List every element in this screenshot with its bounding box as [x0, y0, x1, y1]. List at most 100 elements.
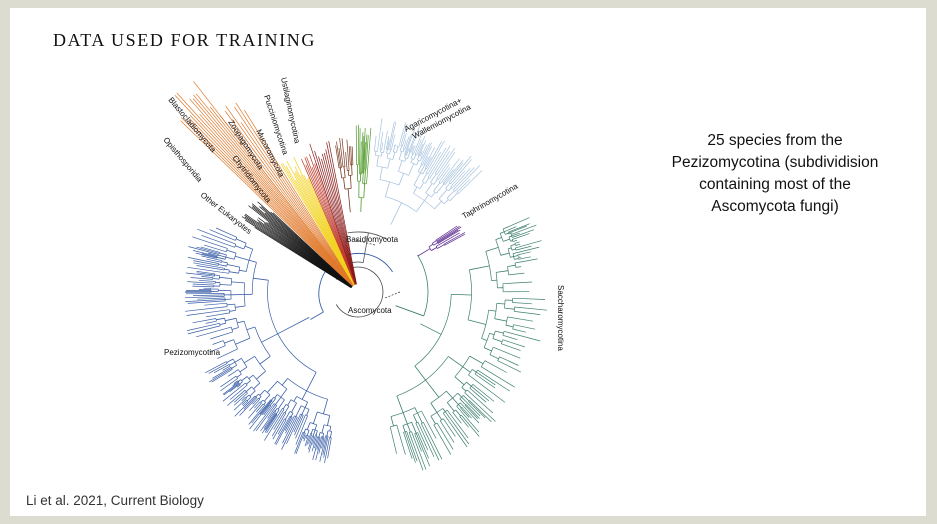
tree-branch [246, 380, 251, 385]
tree-leaf [335, 145, 340, 169]
tree-leaf [436, 422, 454, 450]
tree-arc [500, 339, 504, 344]
tree-leaf [229, 383, 241, 393]
label-basidiomycota: Basidiomycota [346, 235, 399, 244]
tree-leaf [338, 148, 342, 168]
tree-branch [396, 146, 399, 153]
tree-branch [505, 232, 509, 235]
tree-branch [422, 168, 427, 175]
tree-leaf [302, 433, 306, 440]
tree-branch [226, 249, 237, 254]
tree-leaf [285, 166, 355, 286]
tree-leaf [197, 297, 226, 300]
tree-leaf [362, 127, 366, 174]
tree-branch [420, 165, 425, 173]
tree-leaf [314, 163, 356, 285]
tree-arc [436, 178, 439, 180]
tree-branch [343, 166, 346, 178]
tree-arc [241, 358, 248, 368]
tree-leaf [469, 387, 487, 403]
tree-leaf [187, 281, 216, 284]
tree-leaf [187, 300, 226, 304]
tree-branch [495, 237, 502, 240]
tree-leaf [294, 166, 355, 286]
tree-leaf [414, 433, 422, 452]
tree-leaf [187, 257, 219, 264]
tree-leaf [326, 142, 357, 285]
tree-leaf [448, 155, 472, 183]
tree-leaf [295, 415, 308, 445]
tree-branch [404, 158, 407, 162]
tree-branch [261, 333, 278, 343]
tree-leaf [227, 389, 246, 406]
tree-leaf [309, 154, 356, 285]
tree-arc [512, 324, 515, 330]
tree-leaf [406, 431, 418, 462]
tree-branch [469, 355, 484, 365]
tree-branch [406, 423, 411, 433]
tree-leaf [271, 413, 287, 437]
tree-leaf [193, 94, 354, 287]
tree-leaf [207, 252, 219, 257]
tree-branch [402, 412, 408, 425]
tree-leaf [305, 164, 356, 285]
tree-branch [277, 399, 285, 410]
tree-arc [418, 171, 424, 175]
tree-leaf [248, 402, 262, 419]
tree-leaf [517, 256, 522, 259]
tree-arc [285, 404, 290, 407]
tree-arc [402, 421, 412, 426]
tree-leaf [408, 135, 416, 152]
tree-branch [245, 386, 252, 392]
tree-branch [343, 177, 346, 190]
tree-leaf [350, 146, 352, 165]
tree-leaf [512, 239, 518, 242]
tree-leaf [185, 306, 228, 312]
tree-leaf [209, 106, 354, 286]
tree-leaf [499, 356, 519, 366]
tree-leaf [192, 98, 354, 287]
tree-leaf [450, 159, 472, 185]
tree-leaf [192, 318, 216, 324]
tree-leaf [518, 256, 531, 260]
tree-leaf [456, 405, 480, 433]
tree-branch [510, 256, 514, 258]
tree-branch [293, 396, 298, 402]
tree-branch [229, 271, 239, 274]
tree-leaf [311, 167, 356, 285]
tree-leaf [196, 326, 232, 338]
tree-arc [505, 316, 508, 326]
tree-leaf [196, 272, 215, 276]
tree-branch [507, 247, 512, 250]
tree-leaf [223, 383, 240, 396]
tree-branch [231, 327, 239, 330]
tree-leaf [438, 163, 450, 180]
tree-leaf [515, 266, 522, 268]
tree-branch [351, 164, 353, 176]
tree-branch [462, 366, 471, 373]
tree-leaf [497, 360, 521, 373]
tree-leaf [233, 392, 248, 406]
tree-leaf [233, 380, 239, 384]
backbone-branch [362, 232, 369, 263]
tree-leaf [439, 420, 455, 443]
tree-leaf [321, 437, 325, 449]
tree-branch [218, 264, 227, 267]
tree-leaf [512, 233, 530, 240]
tree-leaf [303, 434, 307, 442]
tree-branch [387, 158, 391, 169]
tree-branch [385, 181, 390, 197]
tree-leaf [379, 131, 384, 150]
tree-branch [433, 178, 438, 185]
tree-leaf [309, 143, 356, 285]
tree-arc [386, 148, 389, 150]
tree-leaf [222, 382, 246, 402]
tree-leaf [266, 408, 283, 434]
tree-leaf [502, 281, 533, 285]
tree-leaf [241, 397, 246, 402]
tree-branch [277, 317, 310, 335]
tree-leaf [515, 240, 542, 249]
tree-leaf [436, 148, 455, 175]
tree-arc [421, 422, 424, 424]
